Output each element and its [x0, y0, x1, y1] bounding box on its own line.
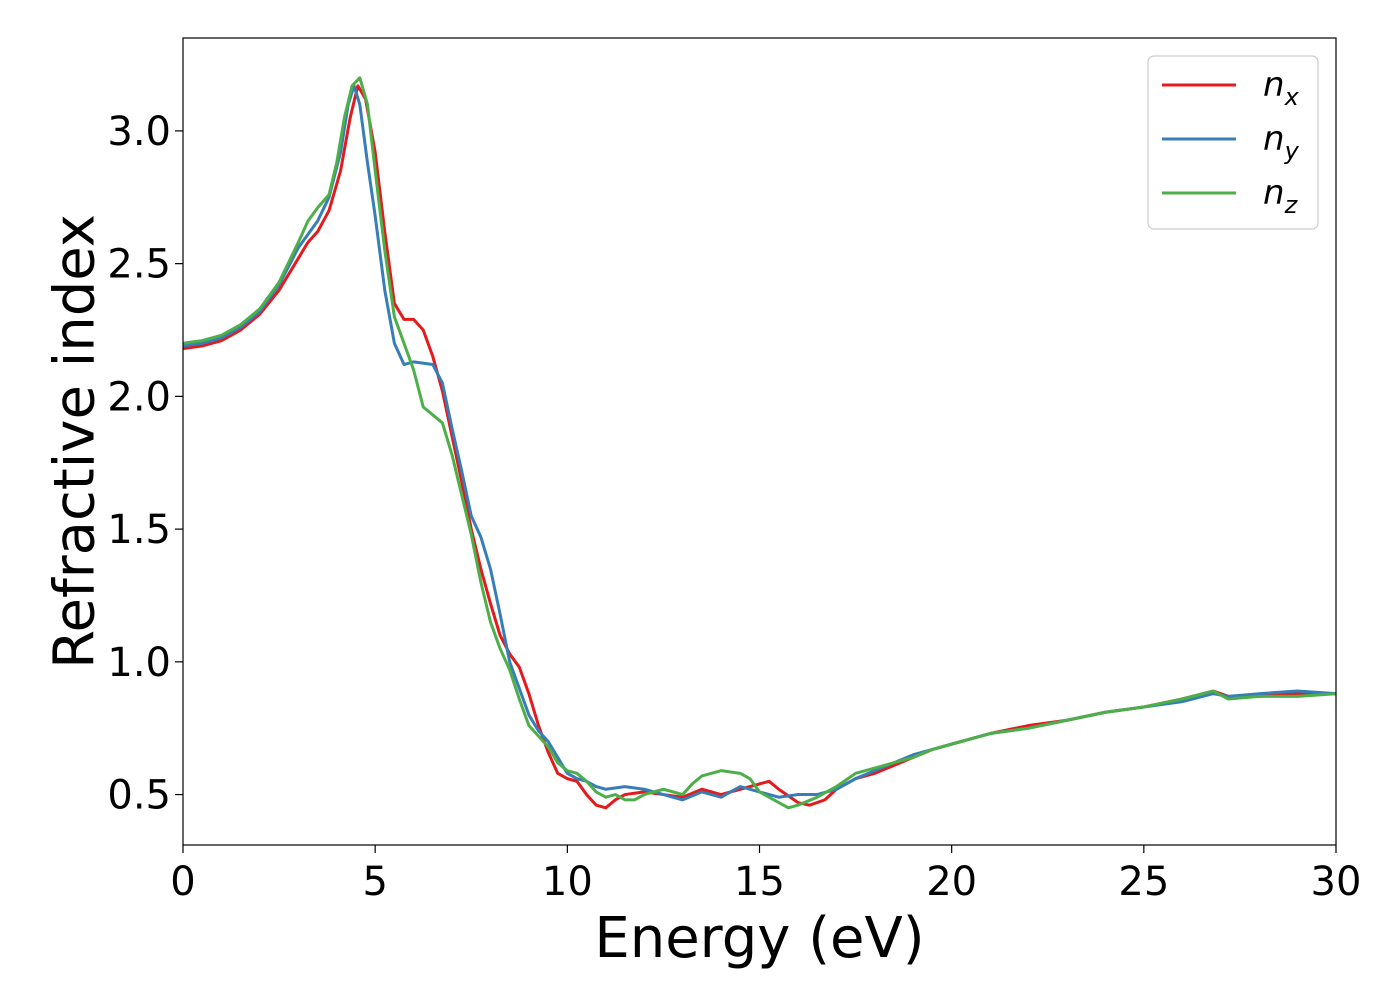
legend-label-nz: nz	[1263, 173, 1299, 219]
x-tick-label: 15	[734, 859, 785, 905]
y-tick-label: 1.0	[107, 640, 171, 686]
y-tick-label: 2.5	[107, 242, 171, 288]
x-axis: 0 5 10 15 20 25 30	[170, 845, 1361, 905]
y-tick-label: 0.5	[107, 773, 171, 819]
y-tick-label: 3.0	[107, 109, 171, 155]
legend: nx ny nz	[1147, 55, 1319, 230]
x-tick-label: 10	[542, 859, 593, 905]
y-axis: 0.5 1.0 1.5 2.0 2.5 3.0	[107, 109, 183, 819]
y-tick-label: 2.0	[107, 374, 171, 420]
y-axis-title: Refractive index	[43, 214, 108, 669]
legend-box	[1147, 55, 1319, 230]
x-tick-label: 5	[362, 859, 387, 905]
legend-label-ny: ny	[1263, 119, 1300, 165]
legend-label-nx: nx	[1263, 65, 1300, 111]
x-tick-label: 20	[926, 859, 977, 905]
series-layer	[183, 76, 1336, 810]
x-tick-label: 0	[170, 859, 195, 905]
x-axis-title: Energy (eV)	[594, 906, 924, 971]
series-line-nz	[183, 76, 1336, 810]
x-tick-label: 30	[1311, 859, 1362, 905]
y-tick-label: 1.5	[107, 507, 171, 553]
x-tick-label: 25	[1118, 859, 1169, 905]
